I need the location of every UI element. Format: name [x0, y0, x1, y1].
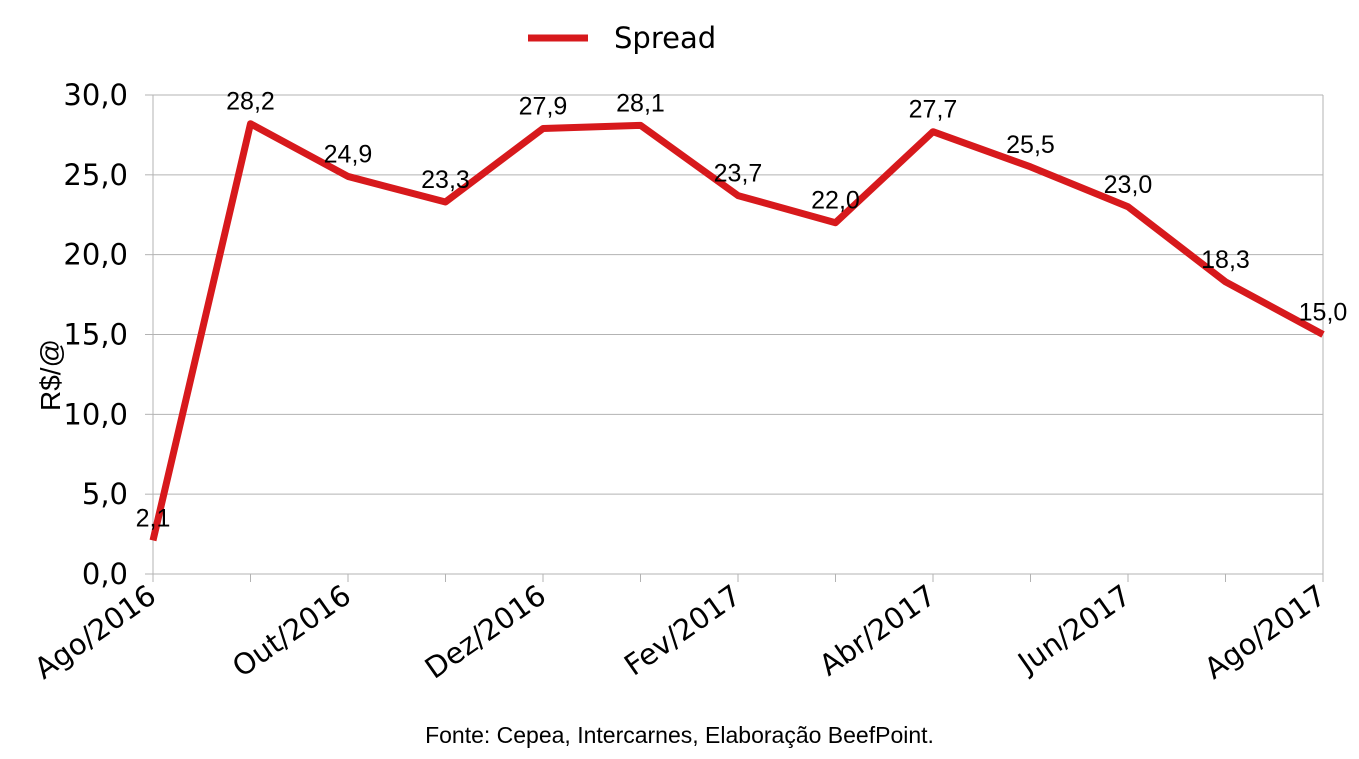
y-axis-ticks: 0,0 5,0 10,0 15,0 20,0 25,0 30,0 — [63, 78, 153, 591]
data-label: 23,0 — [1104, 171, 1153, 199]
data-label: 23,3 — [421, 166, 470, 194]
legend-label-spread: Spread — [614, 21, 716, 55]
y-tick-label: 0,0 — [82, 557, 128, 591]
x-tick-label: Jun/2017 — [1010, 578, 1137, 681]
y-tick-label: 20,0 — [63, 238, 128, 272]
data-label: 27,9 — [519, 93, 568, 121]
x-axis-ticks: Ago/2016 Out/2016 Dez/2016 Fev/2017 Abr/2017… — [28, 574, 1332, 686]
data-label: 25,5 — [1006, 131, 1055, 159]
data-label: 27,7 — [909, 96, 958, 124]
y-axis-label: R$/@ — [35, 339, 66, 411]
y-tick-label: 15,0 — [63, 318, 128, 352]
data-label: 18,3 — [1201, 246, 1250, 274]
legend: Spread — [528, 21, 716, 55]
data-label: 2,1 — [136, 504, 171, 532]
y-tick-label: 30,0 — [63, 78, 128, 112]
x-tick-label: Ago/2016 — [28, 578, 162, 686]
x-tick-label: Dez/2016 — [419, 578, 552, 686]
y-tick-label: 5,0 — [82, 477, 128, 511]
series-spread — [149, 120, 1325, 542]
data-label: 28,1 — [616, 89, 665, 117]
y-tick-label: 25,0 — [63, 158, 128, 192]
data-label: 28,2 — [226, 88, 275, 116]
data-label: 23,7 — [714, 160, 763, 188]
data-label: 24,9 — [324, 140, 373, 168]
x-tick-label: Out/2016 — [226, 578, 357, 684]
x-tick-label: Abr/2017 — [813, 578, 942, 683]
x-tick-label: Fev/2017 — [618, 578, 747, 683]
data-labels: 2,1 28,2 24,9 23,3 27,9 28,1 23,7 22,0 27,7 25,5 2… — [136, 88, 1348, 533]
series-line-spread — [149, 120, 1325, 542]
source-note: Fonte: Cepea, Intercarnes, Elaboração Be… — [425, 722, 934, 748]
y-tick-label: 10,0 — [63, 397, 128, 431]
x-tick-label: Ago/2017 — [1198, 578, 1332, 686]
data-label: 15,0 — [1299, 299, 1348, 327]
data-label: 22,0 — [811, 187, 860, 215]
